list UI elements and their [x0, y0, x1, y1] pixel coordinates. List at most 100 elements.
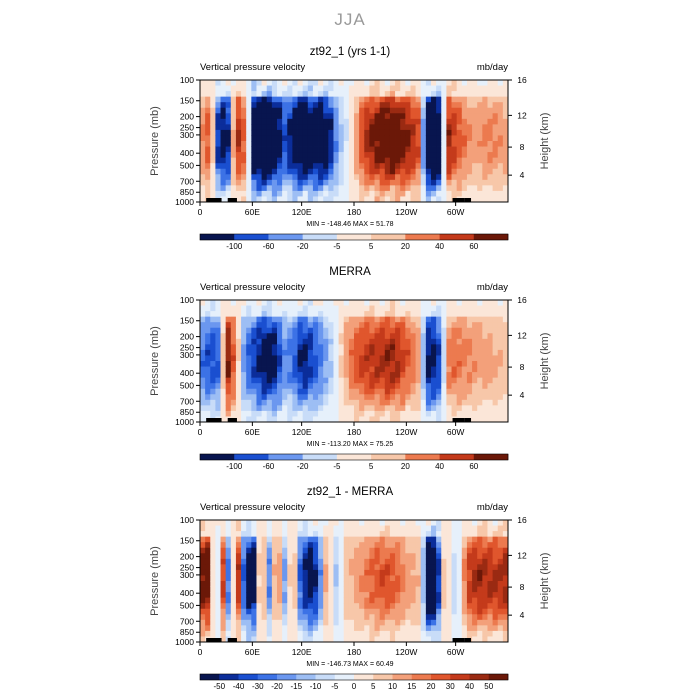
heatmap-cell — [425, 91, 432, 98]
heatmap-cell — [333, 157, 339, 164]
heatmap-cell — [302, 581, 309, 587]
heatmap-cell — [261, 586, 268, 593]
heatmap-cell — [302, 372, 309, 379]
heatmap-cell — [425, 636, 432, 643]
heatmap-cell — [297, 327, 304, 334]
heatmap-cell — [395, 586, 401, 593]
heatmap-cell — [364, 625, 370, 632]
heatmap-cell — [497, 135, 504, 142]
heatmap-cell — [323, 569, 329, 576]
heatmap-cell — [251, 581, 257, 587]
heatmap-cell — [466, 361, 473, 367]
heatmap-cell — [431, 190, 437, 197]
heatmap-cell — [425, 372, 432, 379]
heatmap-cell — [431, 163, 437, 170]
heatmap-cell — [225, 388, 232, 395]
heatmap-cell — [441, 625, 447, 632]
heatmap-cell — [210, 107, 216, 114]
heatmap-cell — [354, 163, 360, 170]
heatmap-cell — [348, 355, 355, 362]
heatmap-cell — [241, 394, 247, 401]
heatmap-cell — [235, 196, 242, 203]
heatmap-cell — [384, 399, 391, 406]
heatmap-cell — [302, 542, 309, 549]
heatmap-cell — [359, 179, 365, 186]
heatmap-cell — [307, 196, 314, 203]
heatmap-cell — [466, 630, 473, 637]
heatmap-cell — [277, 525, 283, 532]
heatmap-cell — [210, 322, 216, 329]
heatmap-cell — [292, 322, 298, 329]
colorbar-frame — [199, 673, 509, 681]
heatmap-cell — [246, 383, 252, 390]
heatmap-cell — [420, 416, 427, 423]
heatmap-cell — [456, 575, 463, 582]
heatmap-cell — [482, 372, 488, 379]
heatmap-cell — [220, 405, 227, 412]
colorbar-label: 0 — [352, 682, 357, 691]
heatmap-cell — [348, 344, 355, 351]
heatmap-cell — [241, 168, 247, 175]
heatmap-cell — [431, 179, 437, 186]
heatmap-cell — [497, 185, 504, 192]
heatmap-cell — [333, 129, 339, 136]
heatmap-cell — [461, 592, 468, 599]
heatmap-cell — [415, 542, 422, 549]
heatmap-cell — [420, 300, 427, 306]
heatmap-cell — [374, 564, 381, 571]
heatmap-cell — [369, 405, 375, 412]
colorbar-label: 40 — [465, 682, 474, 691]
heatmap-cell — [266, 85, 273, 92]
heatmap-cell — [456, 564, 463, 571]
heatmap-cell — [400, 168, 406, 175]
heatmap-cell — [405, 569, 411, 576]
heatmap-cell — [415, 383, 422, 390]
heatmap-cell — [200, 399, 206, 406]
heatmap-cell — [395, 525, 401, 532]
heatmap-cell — [487, 592, 493, 599]
heatmap-cell — [271, 619, 278, 626]
heatmap-cell — [277, 349, 283, 356]
heatmap-cell — [384, 614, 391, 621]
heatmap-cell — [379, 625, 386, 632]
heatmap-cell — [359, 388, 365, 395]
heatmap-cell — [466, 174, 473, 181]
y-tick-label: 200 — [180, 552, 194, 562]
heatmap-cell — [271, 361, 278, 367]
heatmap-cell — [374, 372, 381, 379]
heatmap-cell — [379, 85, 386, 92]
heatmap-cell — [420, 547, 427, 554]
heatmap-cell — [446, 394, 452, 401]
heatmap-cell — [256, 383, 262, 390]
heatmap-cell — [251, 377, 257, 384]
heatmap-cell — [502, 625, 509, 632]
heatmap-cell — [323, 597, 329, 604]
heatmap-cell — [241, 592, 247, 599]
heatmap-cell — [302, 531, 309, 538]
heatmap-cell — [312, 338, 319, 345]
heatmap-cell — [389, 592, 396, 599]
heatmap-cell — [502, 113, 509, 120]
heatmap-cell — [297, 113, 304, 120]
heatmap-cell — [200, 355, 206, 362]
x-tick-label: 0 — [198, 647, 203, 657]
heatmap-cell — [487, 152, 493, 159]
heatmap-cell — [446, 547, 452, 554]
heatmap-cell — [384, 569, 391, 576]
heatmap-cell — [502, 179, 509, 186]
heatmap-cell — [477, 586, 483, 593]
heatmap-cell — [400, 542, 406, 549]
heatmap-cell — [297, 377, 304, 384]
heatmap-cell — [487, 113, 493, 120]
heatmap-cell — [461, 581, 468, 587]
heatmap-cell — [230, 96, 237, 103]
heatmap-cell — [384, 322, 391, 329]
heatmap-cell — [415, 113, 422, 120]
x-tick-label: 120W — [395, 427, 417, 437]
heatmap-cell — [297, 394, 304, 401]
heatmap-cell — [277, 163, 283, 170]
heatmap-cell — [431, 553, 437, 560]
heatmap-cell — [282, 163, 288, 170]
heatmap-cell — [292, 410, 298, 417]
heatmap-cell — [415, 619, 422, 626]
